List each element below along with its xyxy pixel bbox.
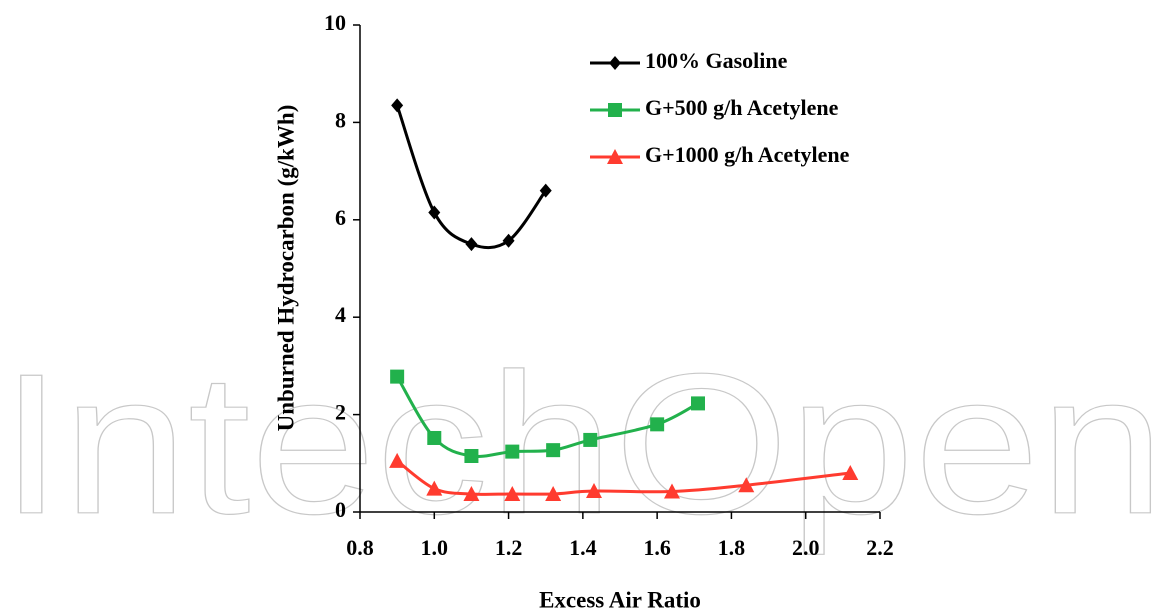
data-point bbox=[691, 396, 705, 411]
data-point bbox=[389, 452, 406, 468]
data-point bbox=[505, 444, 520, 459]
data-point bbox=[428, 205, 441, 220]
legend-label: 100% Gasoline bbox=[645, 48, 788, 73]
legend-marker bbox=[609, 56, 621, 70]
x-axis-title: Excess Air Ratio bbox=[539, 587, 701, 612]
data-point bbox=[738, 477, 755, 493]
legend-label: G+500 g/h Acetylene bbox=[645, 95, 839, 120]
y-tick-label: 2 bbox=[335, 400, 346, 425]
data-point bbox=[390, 369, 405, 384]
data-point bbox=[427, 430, 442, 445]
data-point bbox=[391, 98, 404, 113]
y-tick-label: 8 bbox=[335, 107, 346, 132]
y-tick-label: 0 bbox=[335, 497, 346, 522]
legend-marker bbox=[608, 103, 622, 117]
y-tick-label: 6 bbox=[335, 205, 346, 230]
data-point bbox=[545, 485, 562, 501]
x-tick-label: 0.8 bbox=[346, 535, 374, 560]
x-tick-label: 2.0 bbox=[792, 535, 820, 560]
legend-label: G+1000 g/h Acetylene bbox=[645, 142, 850, 167]
y-axis-title: Unburned Hydrocarbon (g/kWh) bbox=[273, 105, 298, 432]
x-tick-label: 1.8 bbox=[718, 535, 746, 560]
legend-marker bbox=[607, 149, 623, 164]
data-point bbox=[504, 485, 521, 501]
data-point bbox=[502, 233, 515, 248]
data-point bbox=[842, 465, 859, 481]
series-line bbox=[395, 104, 547, 250]
data-point bbox=[664, 483, 680, 499]
data-point bbox=[583, 432, 598, 447]
data-point bbox=[465, 237, 478, 252]
data-point bbox=[426, 480, 443, 496]
data-point bbox=[546, 443, 561, 458]
y-tick-label: 10 bbox=[324, 10, 346, 35]
x-tick-label: 1.4 bbox=[569, 535, 597, 560]
x-tick-label: 2.2 bbox=[866, 535, 894, 560]
data-point bbox=[539, 183, 552, 198]
x-tick-label: 1.0 bbox=[421, 535, 449, 560]
y-tick-label: 4 bbox=[335, 302, 346, 327]
watermark: IntechOpen bbox=[0, 333, 1165, 556]
x-tick-label: 1.2 bbox=[495, 535, 523, 560]
x-tick-label: 1.6 bbox=[643, 535, 671, 560]
data-point bbox=[463, 485, 480, 501]
data-point bbox=[650, 417, 665, 432]
data-point bbox=[586, 483, 602, 499]
data-point bbox=[464, 448, 479, 463]
